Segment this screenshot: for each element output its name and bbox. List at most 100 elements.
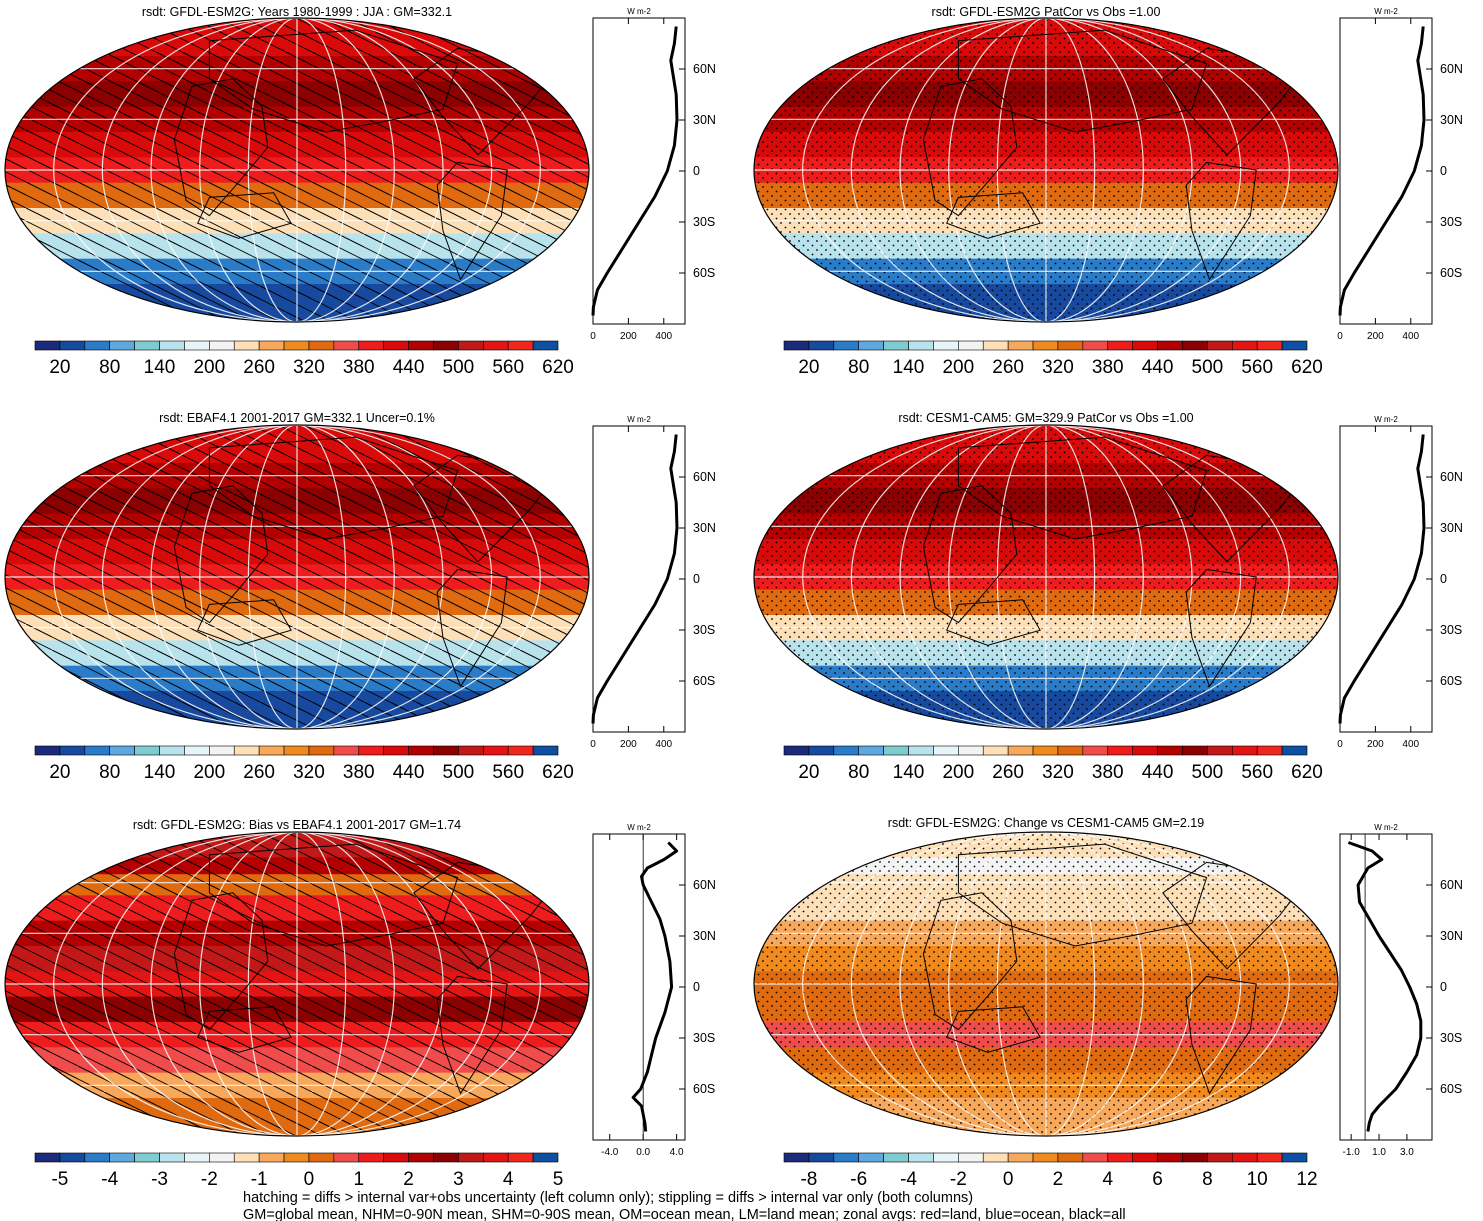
lat-label: 0 [1440,572,1447,586]
colorbar-box [1182,745,1208,756]
zonal-mean-line [1338,434,1426,724]
colorbar-label: 440 [1142,357,1174,378]
continent-outline [922,892,1018,1031]
colorbar-box [1032,1152,1059,1163]
colorbar-label: 20 [798,357,819,378]
x-tick-label: 0 [1337,331,1343,342]
colorbar-box [283,1152,310,1163]
colorbar: 20 80 140 200 260 320 380 440 500 560 620 [783,745,1323,783]
colorbar-label: 140 [893,357,925,378]
colorbar-box [507,745,534,756]
meridian-line [1045,425,1096,729]
colorbar-label: 560 [1241,357,1273,378]
colorbar-box [908,745,934,756]
colorbar-label: -2 [201,1169,218,1190]
continent-outline [436,568,508,688]
panel-title: rsdt: CESM1-CAM5: GM=329.9 PatCor vs Obs… [898,411,1193,425]
colorbar-label: 80 [99,357,120,378]
colorbar-box [34,1152,61,1163]
lat-label: 60N [693,62,716,76]
colorbar-box [808,745,835,756]
colorbar-label: 560 [492,762,524,783]
colorbar-box [808,1152,835,1163]
colorbar-box [883,745,909,756]
panel-title: rsdt: GFDL-ESM2G: Change vs CESM1-CAM5 G… [888,816,1204,830]
colorbar-box [507,1152,534,1163]
lat-label: 60N [693,470,716,484]
colorbar-label: 380 [1092,357,1124,378]
meridian-line [296,832,493,1136]
colorbar-label: 2 [1053,1169,1064,1190]
colorbar-label: 320 [1042,357,1074,378]
lat-label: 30S [693,623,715,637]
meridian-line [1045,832,1144,1136]
colorbar-box [1157,745,1183,756]
colorbar-label: 140 [144,762,176,783]
meridian-line [1045,18,1144,322]
colorbar-box [1082,745,1109,756]
x-tick-label: 200 [620,739,637,750]
colorbar-box [958,1152,984,1163]
meridian-line [296,425,493,729]
meridian-line [101,832,298,1136]
colorbar-box [958,745,984,756]
continent-outline [957,436,1208,540]
colorbar-box [109,745,135,756]
colorbar-label: -2 [950,1169,967,1190]
colorbar-box [1082,1152,1109,1163]
meridian-line [850,425,1047,729]
lat-label: 60S [693,674,715,688]
colorbar-box [883,1152,909,1163]
colorbar-box [333,745,360,756]
colorbar-box [59,340,86,351]
lat-label: 60S [1440,674,1462,688]
zonal-plot: 0 200 400 W m-2 60N 30N 0 30S 60S [590,415,716,750]
continent-outline [1185,161,1257,281]
zonal-mean-line [1347,841,1423,1132]
continent-outline [197,599,292,646]
colorbar-box [908,1152,934,1163]
colorbar-box [308,340,335,351]
colorbar-label: -1 [251,1169,268,1190]
lat-label: 60N [1440,470,1463,484]
lat-label: 0 [1440,164,1447,178]
map-border [4,424,590,730]
continent-outline [946,599,1041,646]
meridian-line [296,425,444,729]
colorbar-box [1082,340,1109,351]
zonal-unit: W m-2 [627,415,651,424]
meridian-line [53,18,298,322]
meridian-line [802,18,1047,322]
colorbar-box [833,340,860,351]
meridian-line [802,425,1047,729]
colorbar-box [482,1152,509,1163]
meridian-line [1045,425,1290,729]
colorbar-box [982,340,1009,351]
colorbar-box [308,745,335,756]
colorbar-box [1107,745,1133,756]
meridian-line [1045,425,1242,729]
colorbar: -8 -6 -4 -2 0 2 4 6 8 10 12 [783,1152,1318,1190]
panel-top-left: rsdt: GFDL-ESM2G: Years 1980-1999 : JJA … [4,5,716,378]
colorbar-box [34,745,61,756]
colorbar-box [482,340,509,351]
meridian-line [1045,832,1290,1136]
colorbar-box [933,1152,959,1163]
colorbar-label: 500 [443,762,475,783]
map-border [753,17,1339,323]
meridian-line [296,18,444,322]
colorbar-label: 260 [243,357,275,378]
x-tick-label: 0.0 [636,1147,650,1158]
zonal-unit: W m-2 [1374,7,1398,16]
meridian-line [150,18,298,322]
colorbar-box [1032,340,1059,351]
colorbar-label: -5 [51,1169,68,1190]
colorbar-label: 20 [798,762,819,783]
lat-label: 30N [1440,929,1463,943]
meridian-line [296,18,347,322]
meridian-line [296,425,395,729]
panel-title: rsdt: GFDL-ESM2G PatCor vs Obs =1.00 [932,5,1161,19]
colorbar-box [433,745,459,756]
lat-label: 30N [693,929,716,943]
